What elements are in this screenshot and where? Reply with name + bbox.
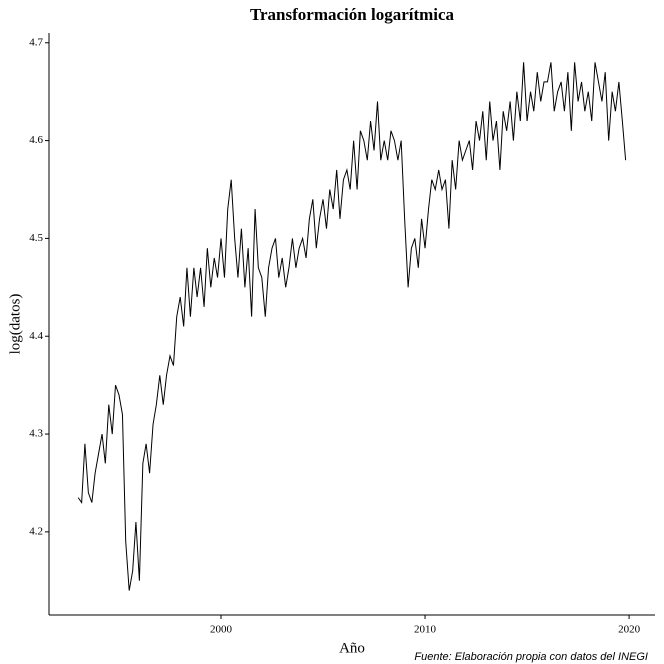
x-axis-label: Año <box>339 640 365 656</box>
y-tick-label: 4.3 <box>29 428 43 440</box>
y-axis-label: log(datos) <box>7 294 23 355</box>
chart-title: Transformación logarítmica <box>250 5 455 24</box>
y-tick-label: 4.4 <box>29 330 43 342</box>
y-tick-label: 4.2 <box>29 525 43 537</box>
x-tick-label: 2010 <box>414 624 437 636</box>
data-line <box>77 62 627 591</box>
y-tick-label: 4.6 <box>29 134 43 146</box>
y-tick-label: 4.5 <box>29 232 43 244</box>
caption: Fuente: Elaboración propia con datos del… <box>414 651 648 663</box>
x-tick-label: 2020 <box>618 624 641 636</box>
y-tick-label: 4.7 <box>29 36 43 48</box>
x-tick-label: 2000 <box>210 624 233 636</box>
